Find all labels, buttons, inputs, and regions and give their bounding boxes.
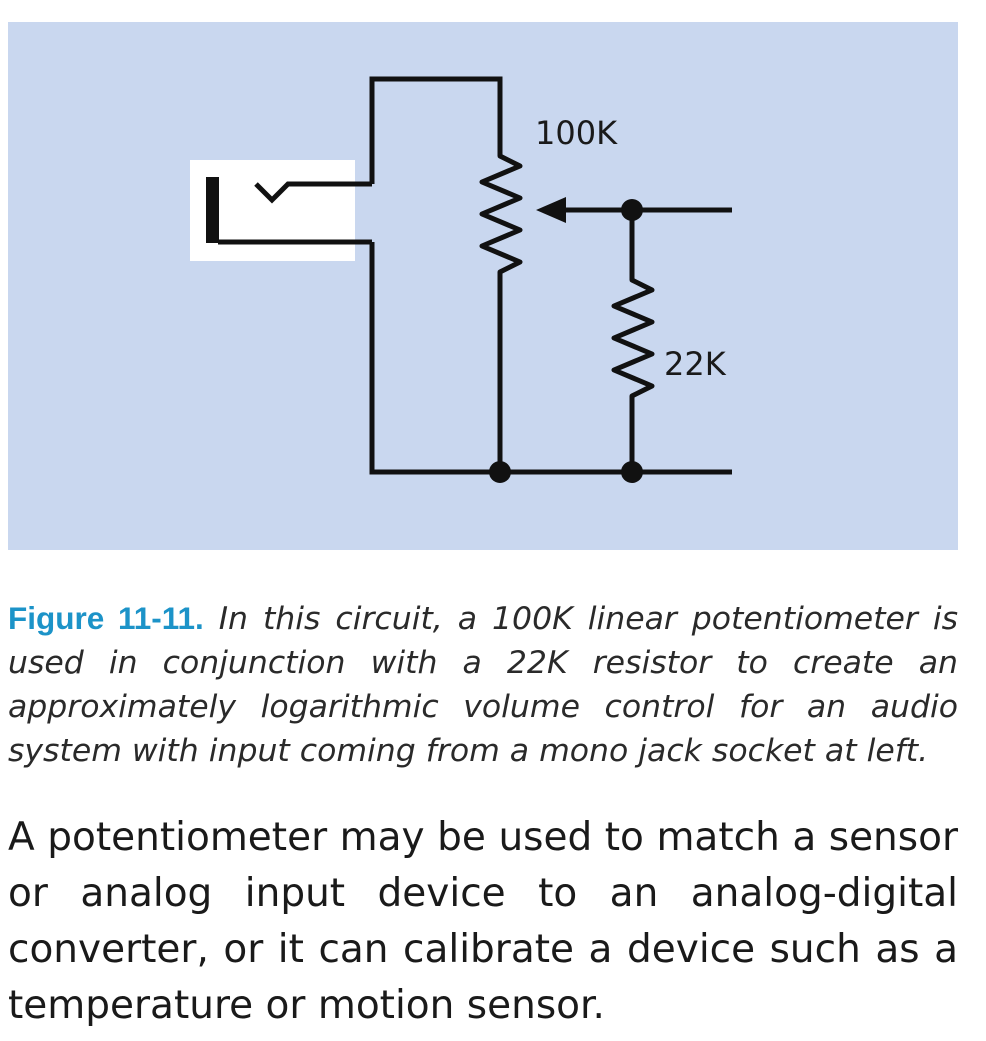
label-100k: 100K [535,114,618,152]
junction-dot-resistor-ground [621,461,643,483]
wiper-arrow [536,197,566,223]
figure-label: Figure 11-11. [8,600,204,636]
circuit-diagram: 100K 22K [8,22,958,550]
potentiometer-100k [479,139,523,281]
resistor-22k [611,267,655,405]
mono-jack-socket [190,160,372,261]
label-22k: 22K [664,345,727,383]
wire-input [369,76,503,184]
jack-sleeve [206,177,219,243]
jack-tip-contact [254,181,372,204]
caption-text: In this circuit, a 100K linear potentiom… [8,601,958,769]
body-paragraph: A potentiometer may be used to match a s… [8,815,958,1028]
figure-caption: Figure 11-11. In this circuit, a 100K li… [8,596,958,773]
wire-ground-rail [369,242,732,475]
junction-dot-output [621,199,643,221]
junction-dot-pot-ground [489,461,511,483]
